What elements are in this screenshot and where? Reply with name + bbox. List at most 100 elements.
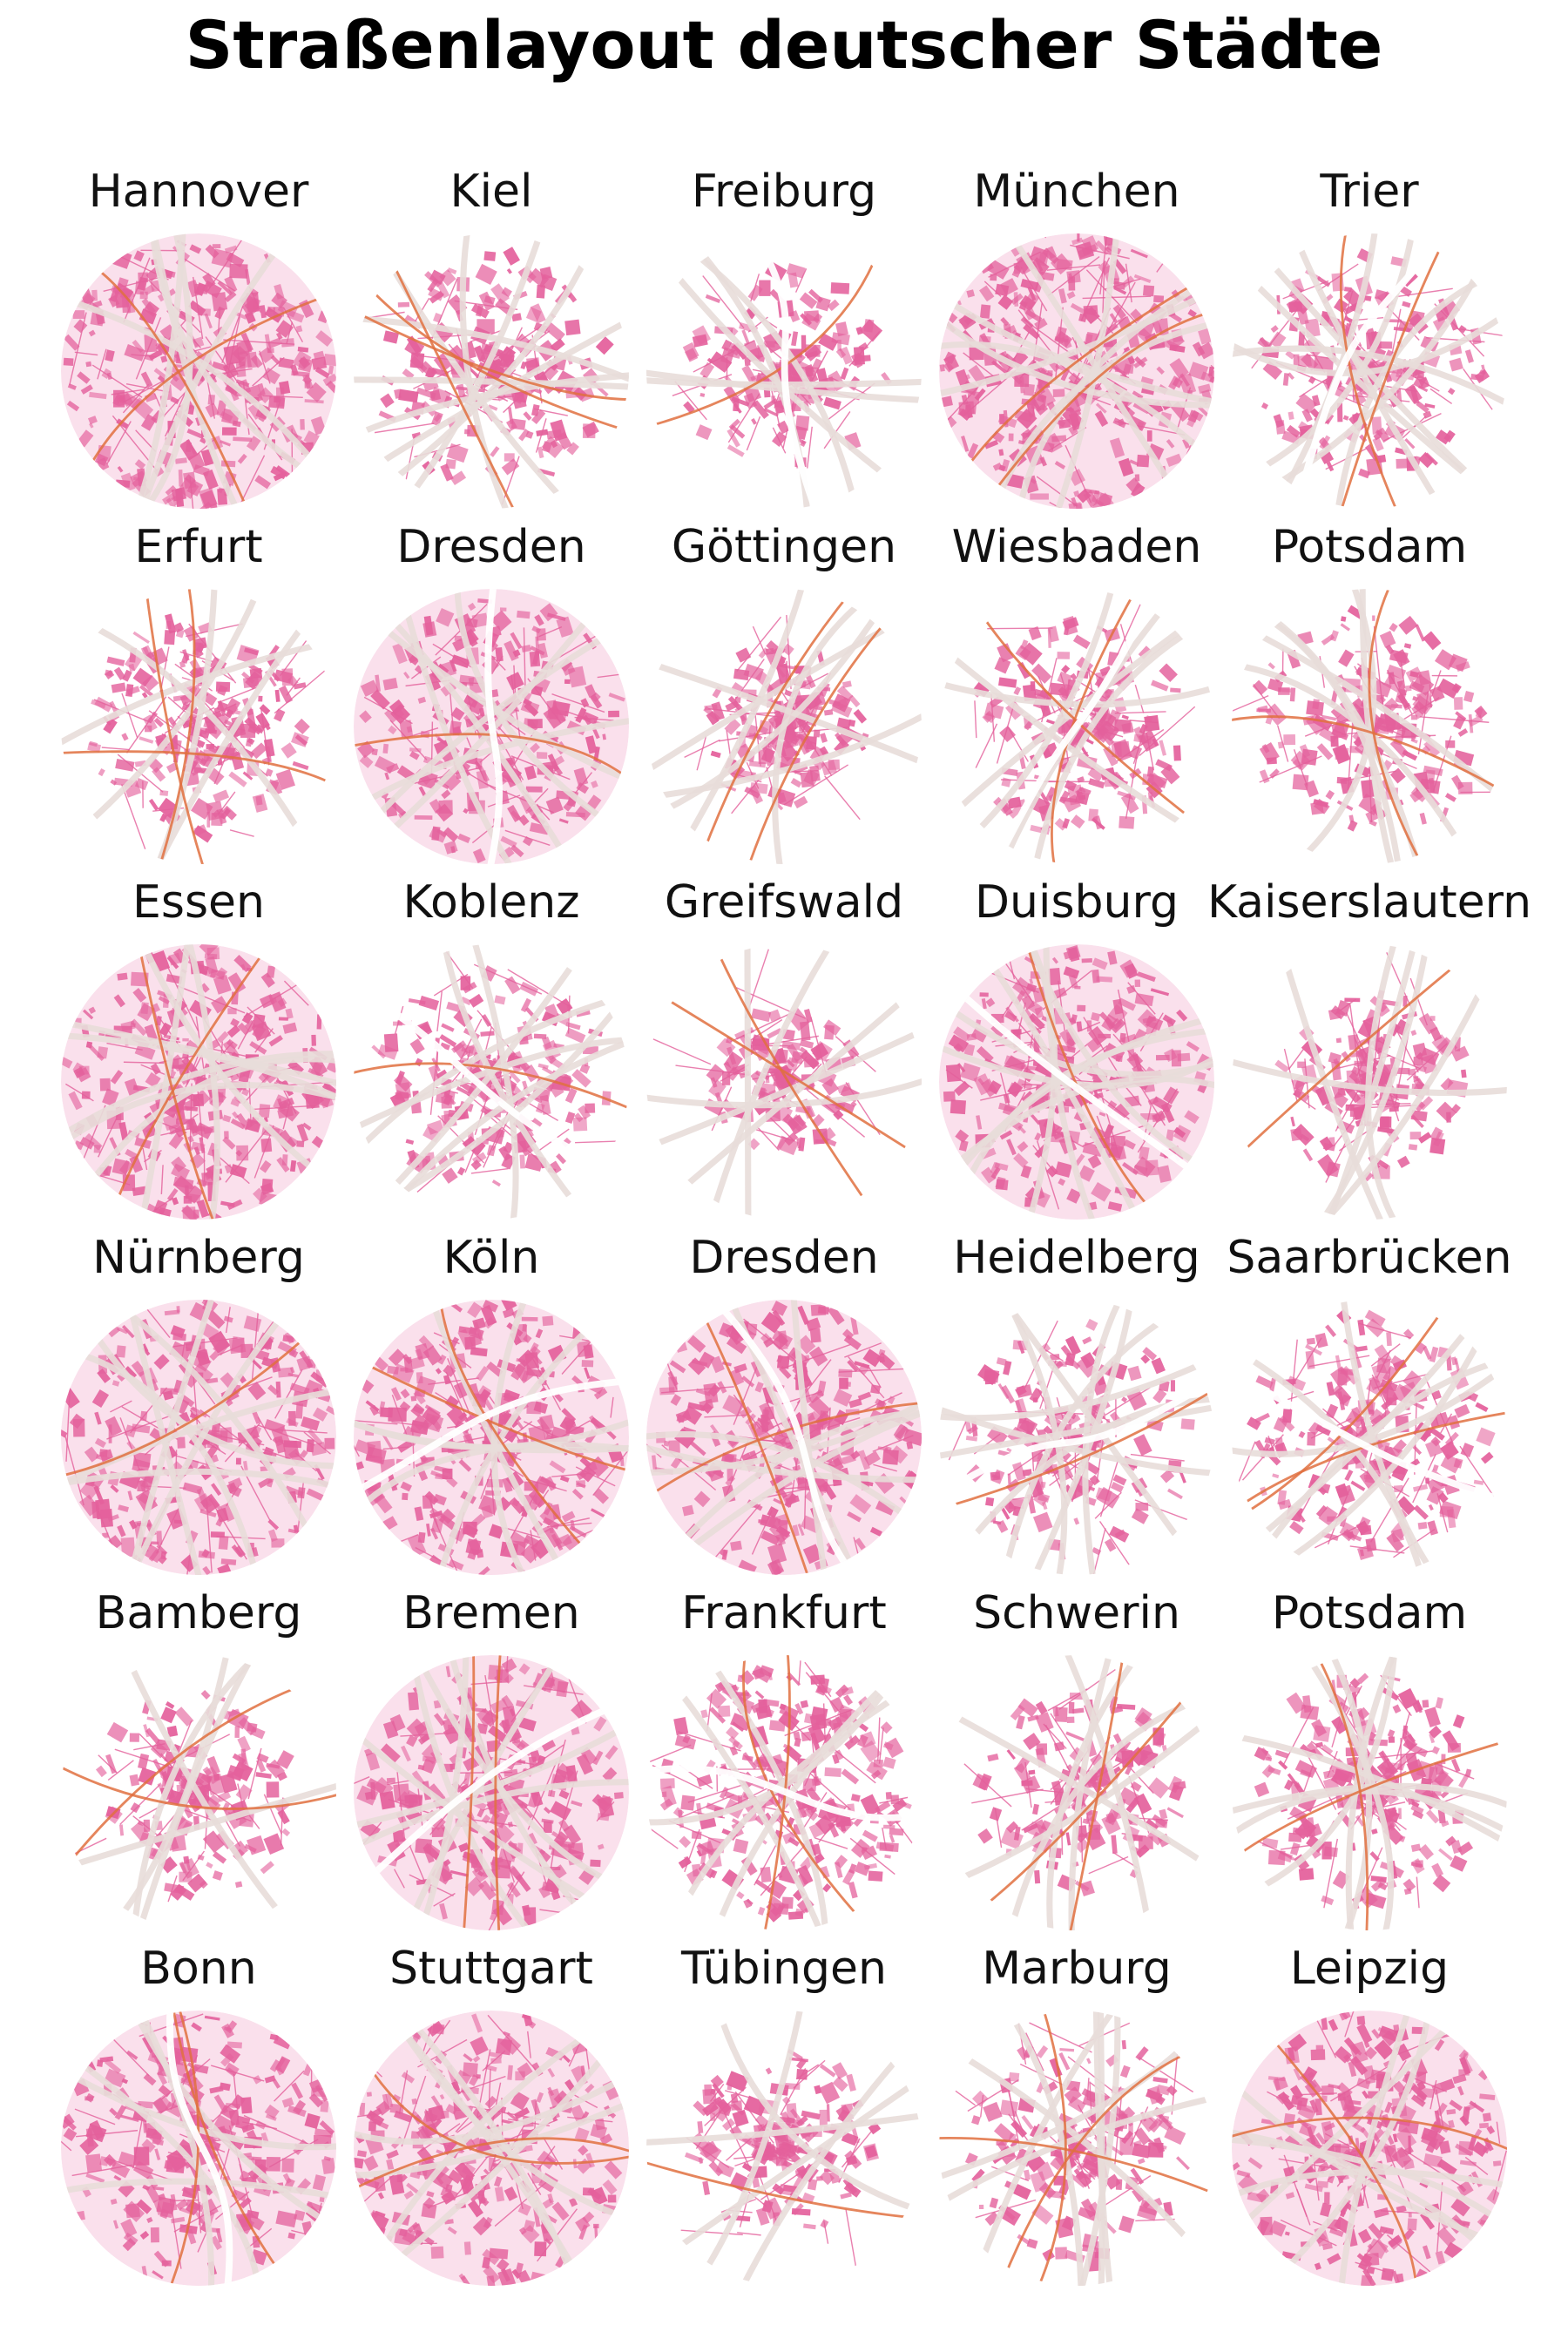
street-map xyxy=(939,233,1214,509)
building-block xyxy=(774,400,785,415)
building-block xyxy=(440,1042,450,1051)
building-block xyxy=(1145,715,1153,722)
building-block xyxy=(486,1361,504,1377)
minor-street xyxy=(447,1358,472,1419)
building-block xyxy=(447,267,457,275)
minor-street xyxy=(237,1019,254,1050)
building-block xyxy=(1379,631,1396,648)
street-map xyxy=(354,589,629,864)
building-block xyxy=(1304,780,1319,798)
street-map xyxy=(939,944,1214,1220)
building-block xyxy=(1114,1529,1125,1538)
building-block xyxy=(1316,743,1334,760)
building-block xyxy=(274,283,285,300)
building-block xyxy=(801,335,807,353)
building-block xyxy=(1155,759,1173,772)
building-block xyxy=(1061,665,1071,674)
building-block xyxy=(1429,1126,1443,1142)
building-block xyxy=(992,462,1003,471)
building-block xyxy=(251,1409,261,1424)
building-block xyxy=(1404,437,1416,449)
building-block xyxy=(554,1392,564,1402)
building-block xyxy=(403,672,410,679)
building-block xyxy=(1023,323,1040,340)
building-block xyxy=(415,1348,423,1360)
building-block xyxy=(488,1524,504,1539)
building-block xyxy=(1018,1416,1038,1436)
city-panel: Potsdam xyxy=(1223,519,1516,875)
major-road xyxy=(1043,944,1100,1220)
major-road xyxy=(949,1075,1214,1171)
building-block xyxy=(1126,984,1137,994)
building-block xyxy=(380,393,395,409)
building-block xyxy=(582,1045,598,1055)
minor-street xyxy=(69,312,87,386)
highway xyxy=(84,294,330,474)
building-block xyxy=(121,733,129,741)
building-block xyxy=(132,988,147,1003)
building-block xyxy=(1416,401,1429,414)
building-block xyxy=(292,760,309,770)
building-block xyxy=(144,392,157,402)
building-block xyxy=(228,771,247,787)
highway xyxy=(61,750,336,787)
building-block xyxy=(110,1070,124,1085)
major-road xyxy=(61,639,328,753)
minor-street xyxy=(303,1431,331,1455)
building-block xyxy=(189,659,203,675)
major-road xyxy=(656,606,883,816)
building-block xyxy=(1064,1335,1081,1356)
building-block xyxy=(483,251,497,261)
building-block xyxy=(1034,1132,1042,1141)
building-block xyxy=(153,1354,170,1370)
minor-street xyxy=(752,625,767,655)
major-road xyxy=(1279,233,1380,498)
building-block xyxy=(153,717,164,727)
building-block xyxy=(1142,1016,1157,1024)
building-block xyxy=(384,709,397,724)
building-block xyxy=(1030,493,1049,500)
building-block xyxy=(226,1024,240,1038)
minor-street xyxy=(101,747,130,751)
minor-street xyxy=(1293,1093,1316,1111)
highway xyxy=(659,994,918,1156)
minor-street xyxy=(780,1056,808,1089)
building-block xyxy=(429,799,443,814)
building-block xyxy=(582,421,599,438)
building-block xyxy=(502,1308,515,1319)
highway xyxy=(354,309,629,402)
street-map-svg xyxy=(646,944,922,1220)
building-block xyxy=(522,1324,528,1332)
building-block xyxy=(410,1396,417,1402)
building-block xyxy=(105,670,115,679)
major-road xyxy=(70,1348,260,1575)
minor-street xyxy=(125,382,170,393)
building-block xyxy=(1119,1032,1126,1043)
building-block xyxy=(980,262,994,274)
building-block xyxy=(533,1033,547,1039)
minor-street xyxy=(164,389,189,416)
minor-street xyxy=(218,791,236,814)
building-block xyxy=(518,814,530,827)
minor-street xyxy=(806,426,813,469)
minor-street xyxy=(218,1344,242,1356)
building-block xyxy=(863,1450,881,1466)
building-block xyxy=(518,794,536,814)
building-block xyxy=(213,974,232,995)
city-name-label: Göttingen xyxy=(671,521,897,573)
building-block xyxy=(878,1348,886,1356)
building-block xyxy=(531,650,541,666)
building-block xyxy=(112,1158,130,1176)
building-block xyxy=(402,1492,409,1501)
minor-street xyxy=(1031,303,1043,368)
street-map-svg xyxy=(61,1300,336,1575)
minor-street xyxy=(106,1042,143,1051)
building-block xyxy=(281,1154,288,1166)
building-block xyxy=(810,1304,827,1316)
building-block xyxy=(524,765,537,781)
building-block xyxy=(443,840,458,855)
minor-street xyxy=(1102,281,1136,341)
building-block xyxy=(575,707,587,723)
minor-street xyxy=(983,280,1002,297)
highway xyxy=(942,1385,1214,1510)
